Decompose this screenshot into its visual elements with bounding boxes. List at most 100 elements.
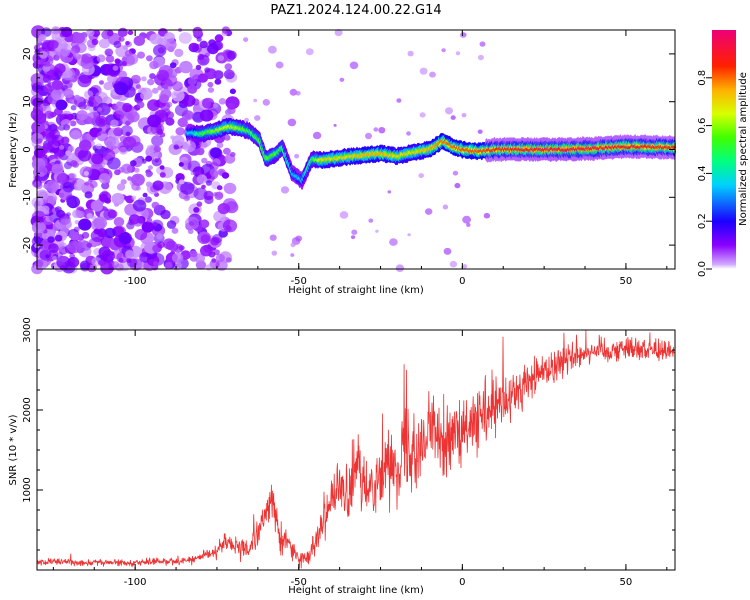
noise-blob <box>200 245 213 257</box>
noise-blob <box>44 210 50 215</box>
noise-blob <box>86 213 93 219</box>
noise-blob <box>407 233 411 237</box>
noise-blob <box>461 113 467 118</box>
x-tick-label: -100 <box>124 276 147 287</box>
noise-blob <box>339 211 349 219</box>
noise-blob <box>210 147 222 158</box>
noise-blob <box>452 170 459 176</box>
noise-blob <box>204 67 211 73</box>
y-tick-label: 10 <box>22 95 33 108</box>
noise-blob <box>105 51 111 56</box>
noise-blob <box>63 114 68 120</box>
y-tick-label: 2000 <box>22 397 33 422</box>
noise-blob <box>79 139 92 151</box>
noise-blob <box>224 109 232 116</box>
noise-blob <box>129 160 137 167</box>
noise-blob <box>137 51 145 59</box>
noise-blob <box>80 56 94 70</box>
noise-blob <box>66 196 81 209</box>
noise-blob <box>70 232 80 241</box>
noise-blob <box>145 171 153 178</box>
noise-blob <box>56 172 70 185</box>
noise-blob <box>118 146 128 155</box>
noise-blob <box>74 94 81 101</box>
noise-blob <box>175 127 185 136</box>
noise-blob <box>135 84 141 89</box>
noise-blob <box>194 253 206 264</box>
noise-blob <box>70 105 77 111</box>
noise-blob <box>54 206 62 213</box>
noise-blob <box>112 65 119 71</box>
noise-blob <box>145 181 152 187</box>
noise-blob <box>146 55 153 62</box>
noise-blob <box>295 91 301 96</box>
x-tick-label: -50 <box>291 577 307 588</box>
noise-blob <box>202 97 215 109</box>
noise-blob <box>226 50 237 60</box>
noise-blob <box>147 114 162 128</box>
noise-blob <box>67 256 80 268</box>
noise-blob <box>125 53 139 65</box>
noise-blob <box>212 102 219 109</box>
noise-blob <box>95 115 108 127</box>
noise-blob <box>90 229 105 243</box>
noise-blob <box>222 219 238 233</box>
noise-blob <box>429 71 436 78</box>
noise-blob <box>114 58 121 64</box>
colorbar-tick-label: 0.2 <box>697 213 708 229</box>
noise-blob <box>157 85 164 91</box>
noise-blob <box>108 103 113 108</box>
noise-blob <box>180 181 195 195</box>
noise-blob <box>60 218 72 229</box>
noise-blob <box>280 186 290 194</box>
colorbar-tick-label: 0.4 <box>697 165 708 181</box>
y-tick-label: -10 <box>22 189 33 205</box>
noise-blob <box>43 83 53 93</box>
noise-blob <box>131 195 137 200</box>
noise-blob <box>199 40 208 49</box>
noise-blob <box>36 138 43 144</box>
noise-blob <box>184 110 194 120</box>
spectrogram-y-axis-label: Frequency (Hz) <box>8 112 19 188</box>
noise-blob <box>349 61 359 70</box>
snr-series-line <box>36 329 675 569</box>
noise-blob <box>187 160 201 173</box>
noise-blob <box>58 145 65 150</box>
noise-blob <box>52 196 58 201</box>
noise-blob <box>159 172 166 178</box>
noise-blob <box>190 171 196 176</box>
noise-blob <box>224 63 233 71</box>
noise-blob <box>131 173 145 186</box>
noise-blob <box>149 60 159 70</box>
noise-blob <box>443 247 452 255</box>
noise-blob <box>177 117 188 128</box>
noise-blob <box>178 162 184 167</box>
noise-blob <box>132 215 144 227</box>
noise-blob <box>101 250 115 263</box>
noise-blob <box>157 241 165 249</box>
noise-blob <box>196 147 205 156</box>
noise-blob <box>144 196 152 203</box>
noise-blob <box>151 135 164 147</box>
noise-blob <box>79 260 91 270</box>
noise-blob <box>107 157 121 170</box>
noise-blob <box>407 50 414 57</box>
noise-blob <box>96 131 108 142</box>
noise-blob <box>152 180 164 191</box>
noise-blob <box>153 261 159 266</box>
noise-blob <box>209 168 219 177</box>
noise-blob <box>268 45 277 54</box>
noise-blob <box>78 101 87 110</box>
noise-blob <box>425 208 433 215</box>
noise-blob <box>151 201 160 209</box>
colorbar-tick-label: 0.8 <box>697 70 708 86</box>
noise-blob <box>120 125 133 137</box>
noise-blob <box>117 27 128 37</box>
noise-blob <box>111 192 125 205</box>
noise-blob <box>217 55 225 61</box>
noise-blob <box>31 210 46 224</box>
noise-blob <box>174 48 184 58</box>
noise-blob <box>103 208 117 221</box>
noise-blob <box>112 84 118 89</box>
noise-blob <box>125 41 130 46</box>
